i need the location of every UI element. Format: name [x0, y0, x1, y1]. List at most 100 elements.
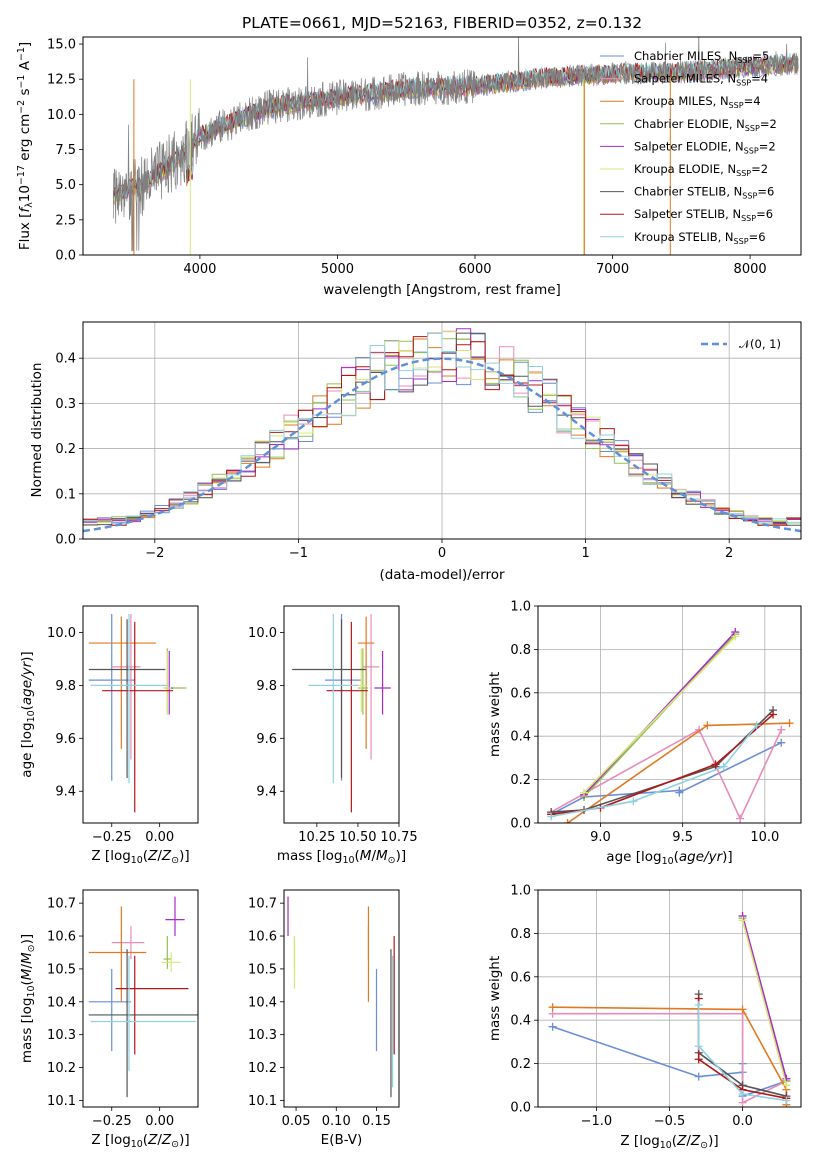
label-part: Z	[676, 1133, 687, 1149]
x-axis-label: (data-model)/error	[379, 567, 505, 583]
y-tick-label: 10.0	[47, 108, 76, 123]
label-part: M	[376, 848, 388, 864]
weight-line-kroupa-stelib	[697, 1005, 787, 1102]
label-part: −1	[16, 47, 27, 61]
label-part: )]	[179, 848, 190, 864]
weight-marker-kroupa-miles	[738, 1005, 747, 1014]
label-part: (	[672, 1133, 677, 1149]
x-tick-label: 5000	[321, 262, 354, 277]
errorbars	[287, 896, 395, 1098]
data-spectrum-line	[112, 37, 799, 252]
y-tick-label: 9.8	[256, 679, 277, 694]
x-tick-label: 0.00	[145, 1114, 174, 1129]
label-part: ⊙	[700, 1140, 708, 1151]
y-tick-label: 1.0	[510, 600, 531, 615]
axes-frame	[537, 605, 802, 824]
label-part: ]	[17, 42, 33, 47]
weight-marker-kroupa-stelib	[694, 1001, 703, 1010]
normal-curve	[83, 357, 801, 533]
y-tick-label: 10.0	[47, 626, 76, 641]
x-tick-label: 2	[725, 546, 733, 561]
axes-frame	[283, 605, 400, 824]
y-tick-label: 10.6	[47, 930, 76, 945]
label-part: f	[17, 206, 33, 213]
y-axis-label: mass weight	[487, 956, 503, 1041]
x-axis-label: age [log10(age/yr)]	[606, 849, 732, 867]
x-tick-label: 10.0	[750, 830, 779, 845]
histogram-kroupa-stelib	[83, 332, 801, 524]
weight-marker-kroupa-elodie	[738, 916, 747, 925]
x-axis-label: wavelength [Angstrom, rest frame]	[323, 282, 561, 298]
axes-frame	[537, 889, 802, 1108]
label-part: ⊙	[26, 944, 37, 952]
label-part: =2	[751, 162, 768, 176]
histogram-panel: −2 −1 0 1 2 0.0 0.1 0.2 0.3 0.4 (data-model)/error…	[29, 321, 802, 583]
x-tick-label: −1.0	[581, 1114, 613, 1129]
weight-marker-salpeter-stelib	[711, 760, 720, 769]
x-axis-label: Z [log10(Z/Z⊙)]	[91, 1132, 189, 1150]
weight-marker-kroupa-elodie	[580, 788, 589, 797]
legend-entry-kroupa-stelib: Kroupa STELIB, NSSP=6	[634, 230, 766, 246]
weight-line-salpeter-miles	[552, 1012, 787, 1104]
y-tick-label: 10.1	[47, 1094, 76, 1109]
label-part: (	[19, 980, 35, 985]
y-tick-label: 0.8	[510, 643, 531, 658]
axes-frame	[283, 889, 400, 1108]
x-axis-label: E(B-V)	[321, 1132, 363, 1148]
weight-marker-salpeter-miles	[736, 814, 745, 823]
y-axis-label: mass [log10(M/M⊙)]	[19, 934, 37, 1063]
x-tick-label: 0.10	[322, 1114, 351, 1129]
label-part: Z	[147, 848, 158, 864]
y-tick-label: 0.4	[510, 1014, 531, 1029]
y-tick-label: 0.3	[55, 397, 76, 412]
label-part: )]	[722, 849, 733, 865]
label-part: 10	[26, 985, 37, 997]
y-tick-label: 1.0	[510, 884, 531, 899]
x-tick-label: 10.25	[298, 830, 335, 845]
label-part: =2	[759, 139, 776, 153]
label-part: 10	[131, 855, 143, 866]
label-part: =4	[751, 72, 768, 86]
label-part: −1	[16, 75, 27, 89]
mass-vs-z-panel: −0.25 0.00 10.1 10.2 10.3 10.4 10.5 10.6 10.7 Z […	[19, 889, 199, 1150]
legend-entry-chabrier-elodie: Chabrier ELODIE, NSSP=2	[634, 117, 777, 133]
weight-marker-kroupa-stelib	[719, 762, 728, 771]
label-part: =6	[749, 230, 766, 244]
y-tick-label: 2.5	[55, 213, 76, 228]
label-part: age/yr	[19, 660, 35, 705]
x-tick-label: 8000	[734, 262, 767, 277]
label-part: SSP	[737, 56, 752, 65]
x-tick-label: 7000	[596, 262, 629, 277]
label-part: Z	[161, 848, 172, 864]
label-part: 10	[131, 1139, 143, 1150]
label-part: )]	[19, 934, 35, 945]
label-part: erg cm	[17, 114, 33, 165]
y-tick-label: 10.2	[47, 1061, 76, 1076]
weight-marker-salpeter-miles	[777, 725, 786, 734]
y-tick-label: 0.6	[510, 686, 531, 701]
y-tick-label: 10.5	[248, 962, 277, 977]
label-part: Chabrier STELIB, N	[634, 185, 742, 199]
label-part: age/yr	[679, 849, 724, 865]
legend-entry-salpeter-elodie: Salpeter ELODIE, NSSP=2	[634, 139, 776, 155]
x-axis-label: Z [log10(Z/Z⊙)]	[620, 1133, 718, 1151]
label-part: Salpeter ELODIE, N	[634, 139, 744, 153]
chart-title: PLATE=0661, MJD=52163, FIBERID=0352, z=0…	[242, 14, 642, 32]
legend-entry-normal: 𝒩(0, 1)	[739, 337, 781, 351]
y-axis-label: mass weight	[487, 672, 503, 757]
label-part: Z [log	[91, 848, 130, 864]
label-part: ⊙	[171, 855, 179, 866]
y-tick-label: 0.2	[510, 773, 531, 788]
spectrum-panel: 4000 5000 6000 7000 8000 0.0 2.5 5.0 7.5 10.0 12.5…	[16, 14, 802, 298]
label-part: =6	[756, 207, 773, 221]
label-part: Z	[147, 1132, 158, 1148]
x-tick-label: −0.25	[92, 830, 132, 845]
errorbars	[88, 896, 198, 1098]
label-part: E(B-V)	[321, 1132, 363, 1148]
weight-marker-kroupa-elodie	[731, 632, 740, 641]
label-part: Salpeter STELIB, N	[634, 207, 741, 221]
x-axis-label: mass [log10(M/M⊙)]	[277, 848, 406, 866]
label-part: Kroupa STELIB, N	[634, 230, 734, 244]
x-axis-label: Z [log10(Z/Z⊙)]	[91, 848, 189, 866]
legend-entry-chabrier-miles: Chabrier MILES, NSSP=5	[634, 49, 769, 65]
